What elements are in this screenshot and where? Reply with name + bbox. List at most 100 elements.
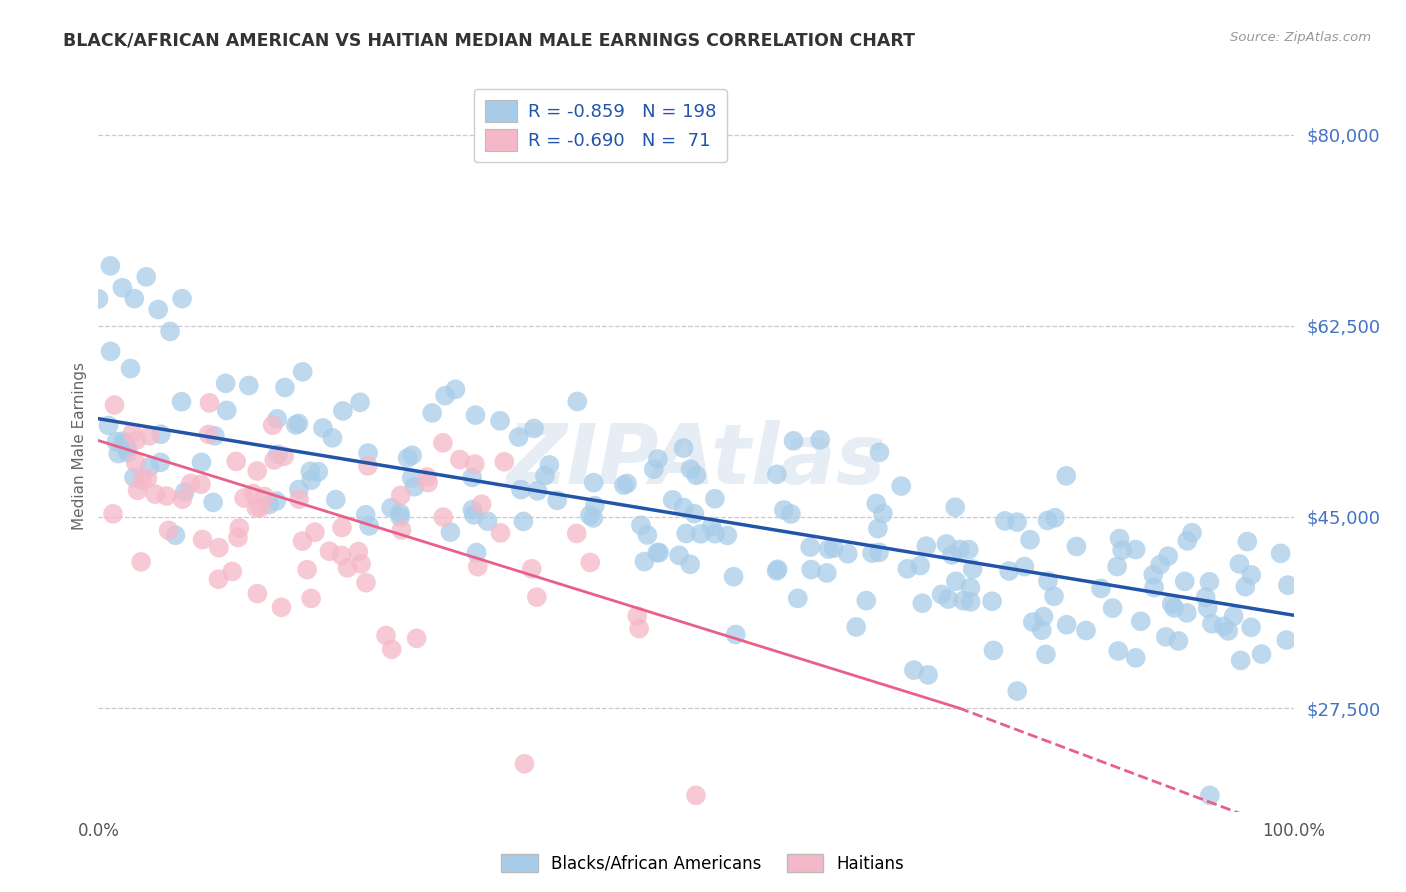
Point (273, 449, 295, 463)
Point (1174, 574, 1197, 589)
Point (170, 394, 193, 409)
Point (180, 476, 202, 491)
Point (124, 292, 146, 306)
Point (321, 431, 343, 445)
Point (683, 507, 706, 521)
Point (896, 562, 918, 576)
Point (401, 448, 423, 462)
Point (565, 526, 588, 541)
Point (1240, 568, 1263, 582)
Point (773, 503, 796, 517)
Point (461, 470, 484, 484)
Point (583, 499, 606, 513)
Point (1043, 510, 1066, 524)
Point (582, 511, 605, 525)
Point (288, 492, 311, 507)
Point (613, 478, 636, 492)
Point (172, 292, 194, 306)
Point (1019, 533, 1042, 547)
Point (148, 302, 170, 317)
Point (465, 545, 488, 559)
Point (538, 458, 561, 472)
Point (1107, 644, 1129, 658)
Point (226, 531, 249, 545)
Point (115, 441, 138, 455)
Point (1043, 589, 1066, 603)
Point (703, 526, 725, 541)
Point (1154, 630, 1177, 644)
Point (131, 474, 153, 488)
Point (855, 593, 877, 607)
Point (155, 489, 177, 503)
Point (245, 500, 267, 515)
Point (149, 427, 172, 442)
Point (121, 425, 143, 440)
Point (679, 558, 702, 572)
Point (523, 421, 546, 435)
Point (1142, 567, 1164, 582)
Point (444, 382, 467, 396)
Point (404, 480, 426, 494)
Point (766, 467, 789, 482)
Point (1111, 543, 1133, 558)
Text: BLACK/AFRICAN AMERICAN VS HAITIAN MEDIAN MALE EARNINGS CORRELATION CHART: BLACK/AFRICAN AMERICAN VS HAITIAN MEDIAN… (63, 31, 915, 49)
Point (981, 594, 1004, 608)
Point (416, 470, 439, 484)
Point (129, 555, 152, 569)
Point (463, 508, 485, 522)
Point (1167, 634, 1189, 648)
Point (1107, 559, 1129, 574)
Point (837, 547, 859, 561)
Point (318, 544, 340, 558)
Point (1195, 591, 1218, 605)
Point (1201, 616, 1223, 631)
Point (582, 475, 605, 490)
Point (994, 514, 1017, 528)
Point (267, 447, 290, 461)
Point (672, 441, 695, 455)
Point (868, 545, 890, 559)
Point (464, 457, 486, 471)
Point (198, 396, 221, 410)
Point (780, 507, 803, 521)
Point (869, 445, 891, 459)
Point (125, 456, 148, 470)
Point (808, 433, 831, 447)
Point (215, 403, 238, 417)
Point (1212, 619, 1234, 633)
Point (700, 519, 723, 533)
Point (903, 663, 925, 677)
Point (228, 521, 250, 535)
Point (526, 483, 548, 498)
Point (945, 574, 967, 589)
Point (724, 627, 747, 641)
Point (890, 479, 912, 493)
Point (191, 533, 214, 547)
Point (1222, 609, 1244, 624)
Point (1175, 606, 1198, 620)
Point (136, 471, 159, 485)
Point (464, 408, 486, 422)
Point (520, 562, 543, 576)
Point (349, 395, 371, 409)
Point (567, 394, 589, 409)
Point (823, 541, 845, 556)
Point (510, 483, 533, 497)
Point (101, 507, 124, 521)
Point (111, 281, 134, 295)
Point (1236, 534, 1258, 549)
Point (284, 417, 307, 432)
Point (1218, 624, 1240, 638)
Point (401, 471, 423, 485)
Point (1129, 614, 1152, 628)
Point (865, 496, 887, 510)
Point (936, 592, 959, 607)
Point (266, 412, 288, 426)
Point (1066, 540, 1088, 554)
Point (405, 632, 427, 646)
Point (127, 483, 149, 498)
Point (299, 591, 322, 606)
Point (512, 515, 534, 529)
Point (800, 563, 823, 577)
Point (307, 465, 329, 479)
